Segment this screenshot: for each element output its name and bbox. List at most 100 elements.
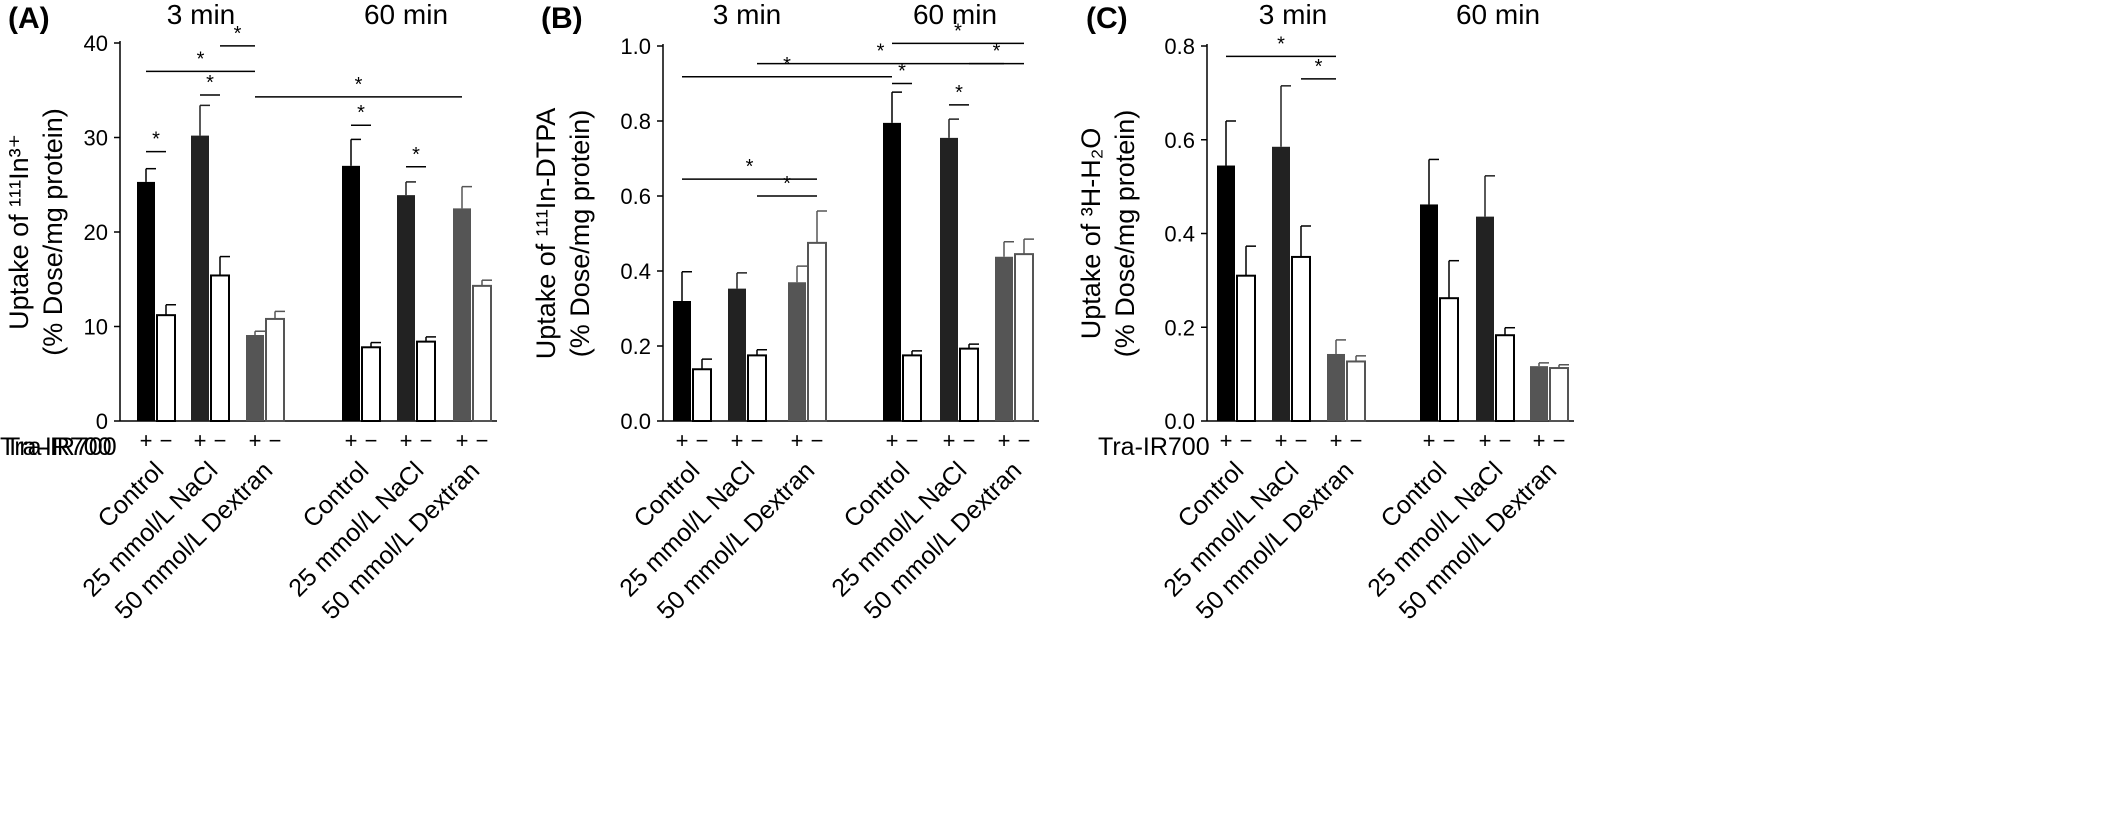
bar-minus [416,340,436,422]
significance-star: * [955,82,963,104]
sign-plus: + [943,428,956,453]
y-tick-label: 0.8 [1164,34,1195,59]
y-tick-label: 1.0 [620,34,651,59]
y-tick-label: 0.4 [620,259,651,284]
panel-c: (C) 3 min 60 min Uptake of ³H-H₂O (% Dose/mg… [1076,0,1574,625]
bar-plus [883,122,901,421]
panel-letter: (C) [1086,2,1128,35]
bar-plus [1420,204,1438,421]
sign-minus: − [811,428,824,453]
y-axis-title: Uptake of ¹¹¹In³⁺ [4,134,34,330]
sign-plus: + [1275,428,1288,453]
bar-plus [191,135,209,422]
significance-star: * [234,23,242,45]
sign-minus: − [214,428,227,453]
y-tick-label: 0.0 [620,409,651,434]
significance-star: * [1277,33,1285,55]
bar-minus [807,241,827,422]
bar-minus [692,368,712,422]
time-label: 3 min [167,0,235,30]
y-tick-label: 10 [84,315,108,340]
sign-minus: − [476,428,489,453]
significance-star: * [898,61,906,83]
y-tick-label: 0.6 [1164,128,1195,153]
bar-minus [1236,274,1256,422]
y-tick-label: 0.4 [1164,222,1195,247]
sign-plus: + [1533,428,1546,453]
row-label: Tra-IR700 [1098,433,1210,461]
sign-plus: + [345,428,358,453]
sign-minus: − [1240,428,1253,453]
panel-letter: (B) [541,2,583,35]
y-axis-title: (% Dose/mg protein) [1110,110,1140,358]
sign-minus: − [1443,428,1456,453]
bar-minus [1014,253,1034,422]
time-label: 3 min [713,0,781,30]
bar-plus [940,137,958,421]
panel-a: (A) 3 min 60 min Uptake of ¹¹¹In³⁺ (% Dose/m… [4,0,497,625]
sign-minus: − [1553,428,1566,453]
sign-plus: + [676,428,689,453]
bar-minus [265,317,285,422]
bar-minus [1346,360,1366,422]
significance-star: * [783,173,791,195]
bar-plus [673,301,691,421]
bar-plus [397,195,415,421]
time-label: 60 min [1456,0,1540,30]
y-tick-label: 0.6 [620,184,651,209]
sign-minus: − [1499,428,1512,453]
sign-minus: − [696,428,709,453]
sign-plus: + [456,428,469,453]
sign-plus: + [1423,428,1436,453]
bar-minus [1495,334,1515,422]
bar-minus [1439,297,1459,422]
sign-plus: + [998,428,1011,453]
bar-minus [156,314,176,422]
y-tick-label: 20 [84,220,108,245]
sign-plus: + [886,428,899,453]
y-tick-label: 0.2 [1164,315,1195,340]
sign-minus: − [751,428,764,453]
sign-minus: − [1018,428,1031,453]
y-tick-label: 40 [84,31,108,56]
significance-star: * [746,156,754,178]
bar-plus [1327,353,1345,421]
y-axis-title: (% Dose/mg protein) [565,110,595,358]
significance-star: * [355,74,363,96]
sign-plus: + [1330,428,1343,453]
sign-plus: + [1479,428,1492,453]
significance-star: * [993,41,1001,63]
time-label: 60 min [364,0,448,30]
y-tick-label: 0.0 [1164,409,1195,434]
bar-minus [747,354,767,422]
significance-star: * [152,129,160,151]
sign-minus: − [269,428,282,453]
sign-plus: + [731,428,744,453]
bar-plus [1272,146,1290,421]
y-tick-label: 0 [96,409,108,434]
sign-plus: + [400,428,413,453]
bar-minus [210,274,230,422]
y-axis-title: Uptake of ³H-H₂O [1076,128,1106,340]
sign-plus: + [791,428,804,453]
y-tick-label: 0.8 [620,109,651,134]
bar-minus [1549,367,1569,422]
panel-letter: (A) [8,2,50,35]
bar-plus [137,181,155,421]
bar-plus [246,335,264,421]
significance-star: * [412,144,420,166]
significance-star: * [954,20,962,42]
significance-star: * [1315,56,1323,78]
time-label: 3 min [1259,0,1327,30]
bar-minus [1291,255,1311,422]
sign-plus: + [194,428,207,453]
bar-plus [1476,216,1494,421]
sign-minus: − [906,428,919,453]
bar-plus [995,256,1013,421]
significance-star: * [783,54,791,76]
y-axis-title: Uptake of ¹¹¹In-DTPA [531,108,561,360]
sign-plus: + [1220,428,1233,453]
sign-minus: − [365,428,378,453]
bar-minus [902,354,922,422]
